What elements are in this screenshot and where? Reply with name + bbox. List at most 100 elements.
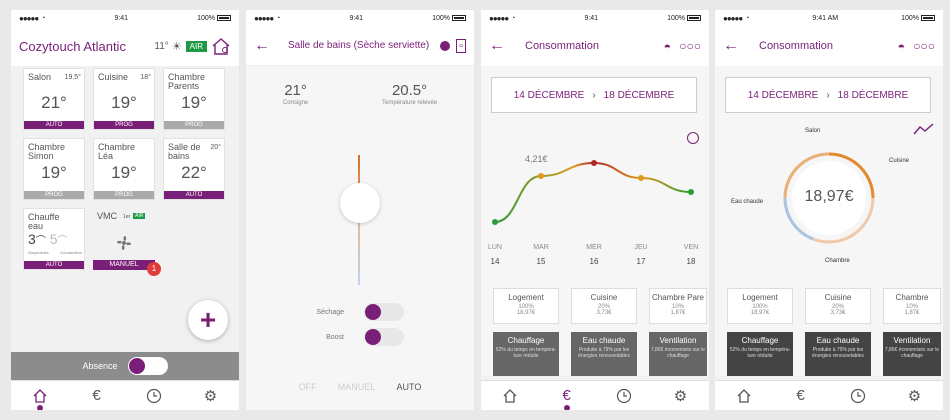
water-labels: Disponibles Demandées — [28, 250, 82, 255]
day-tick[interactable]: JEU 17 — [626, 244, 656, 266]
card-cuisine[interactable]: Cuisine 20% 3,73€ — [571, 288, 637, 324]
mode-off[interactable]: OFF — [298, 382, 317, 392]
tab-clock[interactable] — [846, 384, 870, 408]
demand-label: Demandées — [60, 250, 82, 255]
tile-salle-de-bains[interactable]: Salle de bains 20° 22° AUTO — [163, 138, 225, 200]
gauge-icon[interactable]: ◓ — [663, 38, 672, 54]
chart-point[interactable] — [688, 189, 694, 195]
status-time: 9:41 AM — [812, 14, 839, 22]
more-icon[interactable]: ○○○ — [679, 39, 701, 53]
tab-euro[interactable]: € — [85, 384, 109, 408]
cat-ventilation[interactable]: Ventilation 7,86€ économisés sur le chau… — [649, 332, 707, 376]
day-tick[interactable]: MER 16 — [579, 244, 609, 266]
tab-home[interactable] — [28, 384, 52, 410]
circle-toggle-icon[interactable] — [687, 132, 699, 144]
back-arrow-icon[interactable]: ← — [723, 37, 739, 54]
cat-title: Eau chaude — [582, 336, 626, 345]
gauge-icon[interactable]: ◓ — [897, 38, 906, 54]
tab-settings[interactable]: ⚙ — [903, 384, 927, 408]
tab-bar: € ⚙ — [481, 380, 709, 410]
battery-icon — [921, 14, 935, 21]
card-amount: 3,73€ — [596, 310, 612, 316]
chart-point[interactable] — [591, 160, 597, 166]
window-icon[interactable]: ▫ — [456, 38, 466, 53]
tile-vmc[interactable]: VMC 1er AIR MANUEL 1 — [93, 208, 161, 276]
toggle-knob — [365, 329, 381, 345]
tile-chauffe-eau[interactable]: Chauffe eau 3⌒ 5⌒ Disponibles Demandées … — [23, 208, 85, 270]
card-logement[interactable]: Logement 100% 18,97€ — [493, 288, 559, 324]
tile-chambre-simon[interactable]: Chambre Simon 19° PROG — [23, 138, 85, 200]
trend-chart-icon[interactable] — [913, 122, 935, 136]
status-time: 9:41 — [114, 14, 129, 22]
label-salon: Salon — [805, 128, 821, 134]
screen-device-detail: ●●●●● ◔ 9:41 100% ← Salle de bains (Sèche… — [246, 10, 474, 410]
cat-chauffage[interactable]: Chauffage 52% du temps en tempéra- ture … — [727, 332, 793, 376]
boost-toggle[interactable] — [364, 328, 404, 346]
card-percent: 20% — [597, 304, 610, 310]
day-name: LUN — [487, 244, 502, 251]
house-settings-icon[interactable] — [211, 36, 231, 56]
tab-euro[interactable]: € — [789, 384, 813, 408]
day-tick[interactable]: MAR 15 — [526, 244, 556, 266]
day-number: 15 — [536, 257, 546, 266]
temperature-slider-knob[interactable] — [340, 183, 380, 223]
boost-label: Boost — [326, 333, 344, 341]
peak-value-label: 4,21€ — [525, 154, 548, 164]
battery-status: 100% — [901, 15, 935, 22]
day-tick[interactable]: VEN 18 — [676, 244, 706, 266]
mode-auto[interactable]: AUTO — [396, 382, 422, 392]
signal-icon: ●●●●● — [489, 13, 509, 23]
chart-point[interactable] — [638, 175, 644, 181]
tab-home[interactable] — [498, 384, 522, 408]
chart-point[interactable] — [538, 173, 544, 179]
cat-eau-chaude[interactable]: Eau chaude Produite à 79% par les énergi… — [571, 332, 637, 376]
tile-chambre-parents[interactable]: Chambre Parents 19° PROG — [163, 68, 225, 130]
sechage-row: Séchage — [246, 301, 474, 323]
label-eau-chaude: Eau chaude — [731, 199, 764, 205]
mode-manuel[interactable]: MANUEL — [337, 382, 376, 392]
add-button[interactable]: + — [188, 300, 228, 340]
toggle-knob — [365, 304, 381, 320]
absence-toggle[interactable] — [127, 357, 168, 375]
more-icon[interactable]: ○○○ — [913, 39, 935, 53]
home-icon — [503, 388, 516, 403]
signal-icon: ●●●●● — [723, 13, 743, 23]
tile-temp: 21° — [41, 93, 67, 112]
battery-status: 100% — [667, 15, 701, 22]
card-chambre[interactable]: Chambre 10% 1,87€ — [883, 288, 941, 324]
day-number: 17 — [636, 257, 646, 266]
tab-settings[interactable]: ⚙ — [669, 384, 693, 408]
tile-name: VMC — [97, 211, 117, 221]
tile-mode: AUTO — [24, 121, 84, 129]
tile-cuisine[interactable]: Cuisine 18° 19° PROG — [93, 68, 155, 130]
chart-point[interactable] — [492, 219, 498, 225]
tile-temp: 19° — [41, 163, 67, 182]
sechage-toggle[interactable] — [364, 303, 404, 321]
day-tick[interactable]: LUN 14 — [481, 244, 510, 266]
tab-clock[interactable] — [142, 384, 166, 408]
card-amount: 18,97€ — [516, 310, 536, 316]
day-name: VEN — [683, 244, 699, 251]
back-arrow-icon[interactable]: ← — [254, 36, 270, 54]
tab-clock[interactable] — [612, 384, 636, 408]
cat-title: Chauffage — [507, 336, 545, 345]
back-arrow-icon[interactable]: ← — [489, 37, 505, 54]
card-chambre-parents[interactable]: Chambre Pare 10% 1,87€ — [649, 288, 707, 324]
notification-badge: 1 — [147, 262, 161, 276]
cat-title: Eau chaude — [816, 336, 860, 345]
cat-eau-chaude[interactable]: Eau chaude Produite à 79% par les énergi… — [805, 332, 871, 376]
tab-home[interactable] — [732, 384, 756, 408]
signal-icon: ●●●●● — [19, 13, 39, 23]
card-logement[interactable]: Logement 100% 18,97€ — [727, 288, 793, 324]
tile-name: Chambre Parents — [168, 72, 206, 91]
date-range[interactable]: 14 DÉCEMBRE › 18 DÉCEMBRE — [491, 77, 697, 113]
consumption-header: ← Consommation ◓ ○○○ — [715, 26, 943, 66]
cat-ventilation[interactable]: Ventilation 7,86€ économisés sur le chau… — [883, 332, 941, 376]
card-cuisine[interactable]: Cuisine 20% 3,73€ — [805, 288, 871, 324]
tab-euro[interactable]: € — [555, 384, 579, 410]
tile-chambre-lea[interactable]: Chambre Léa 19° PROG — [93, 138, 155, 200]
tile-salon[interactable]: Salon 19.5° 21° AUTO — [23, 68, 85, 130]
cat-chauffage[interactable]: Chauffage 52% du temps en tempéra- ture … — [493, 332, 559, 376]
date-range[interactable]: 14 DÉCEMBRE › 18 DÉCEMBRE — [725, 77, 931, 113]
tab-settings[interactable]: ⚙ — [199, 384, 223, 408]
